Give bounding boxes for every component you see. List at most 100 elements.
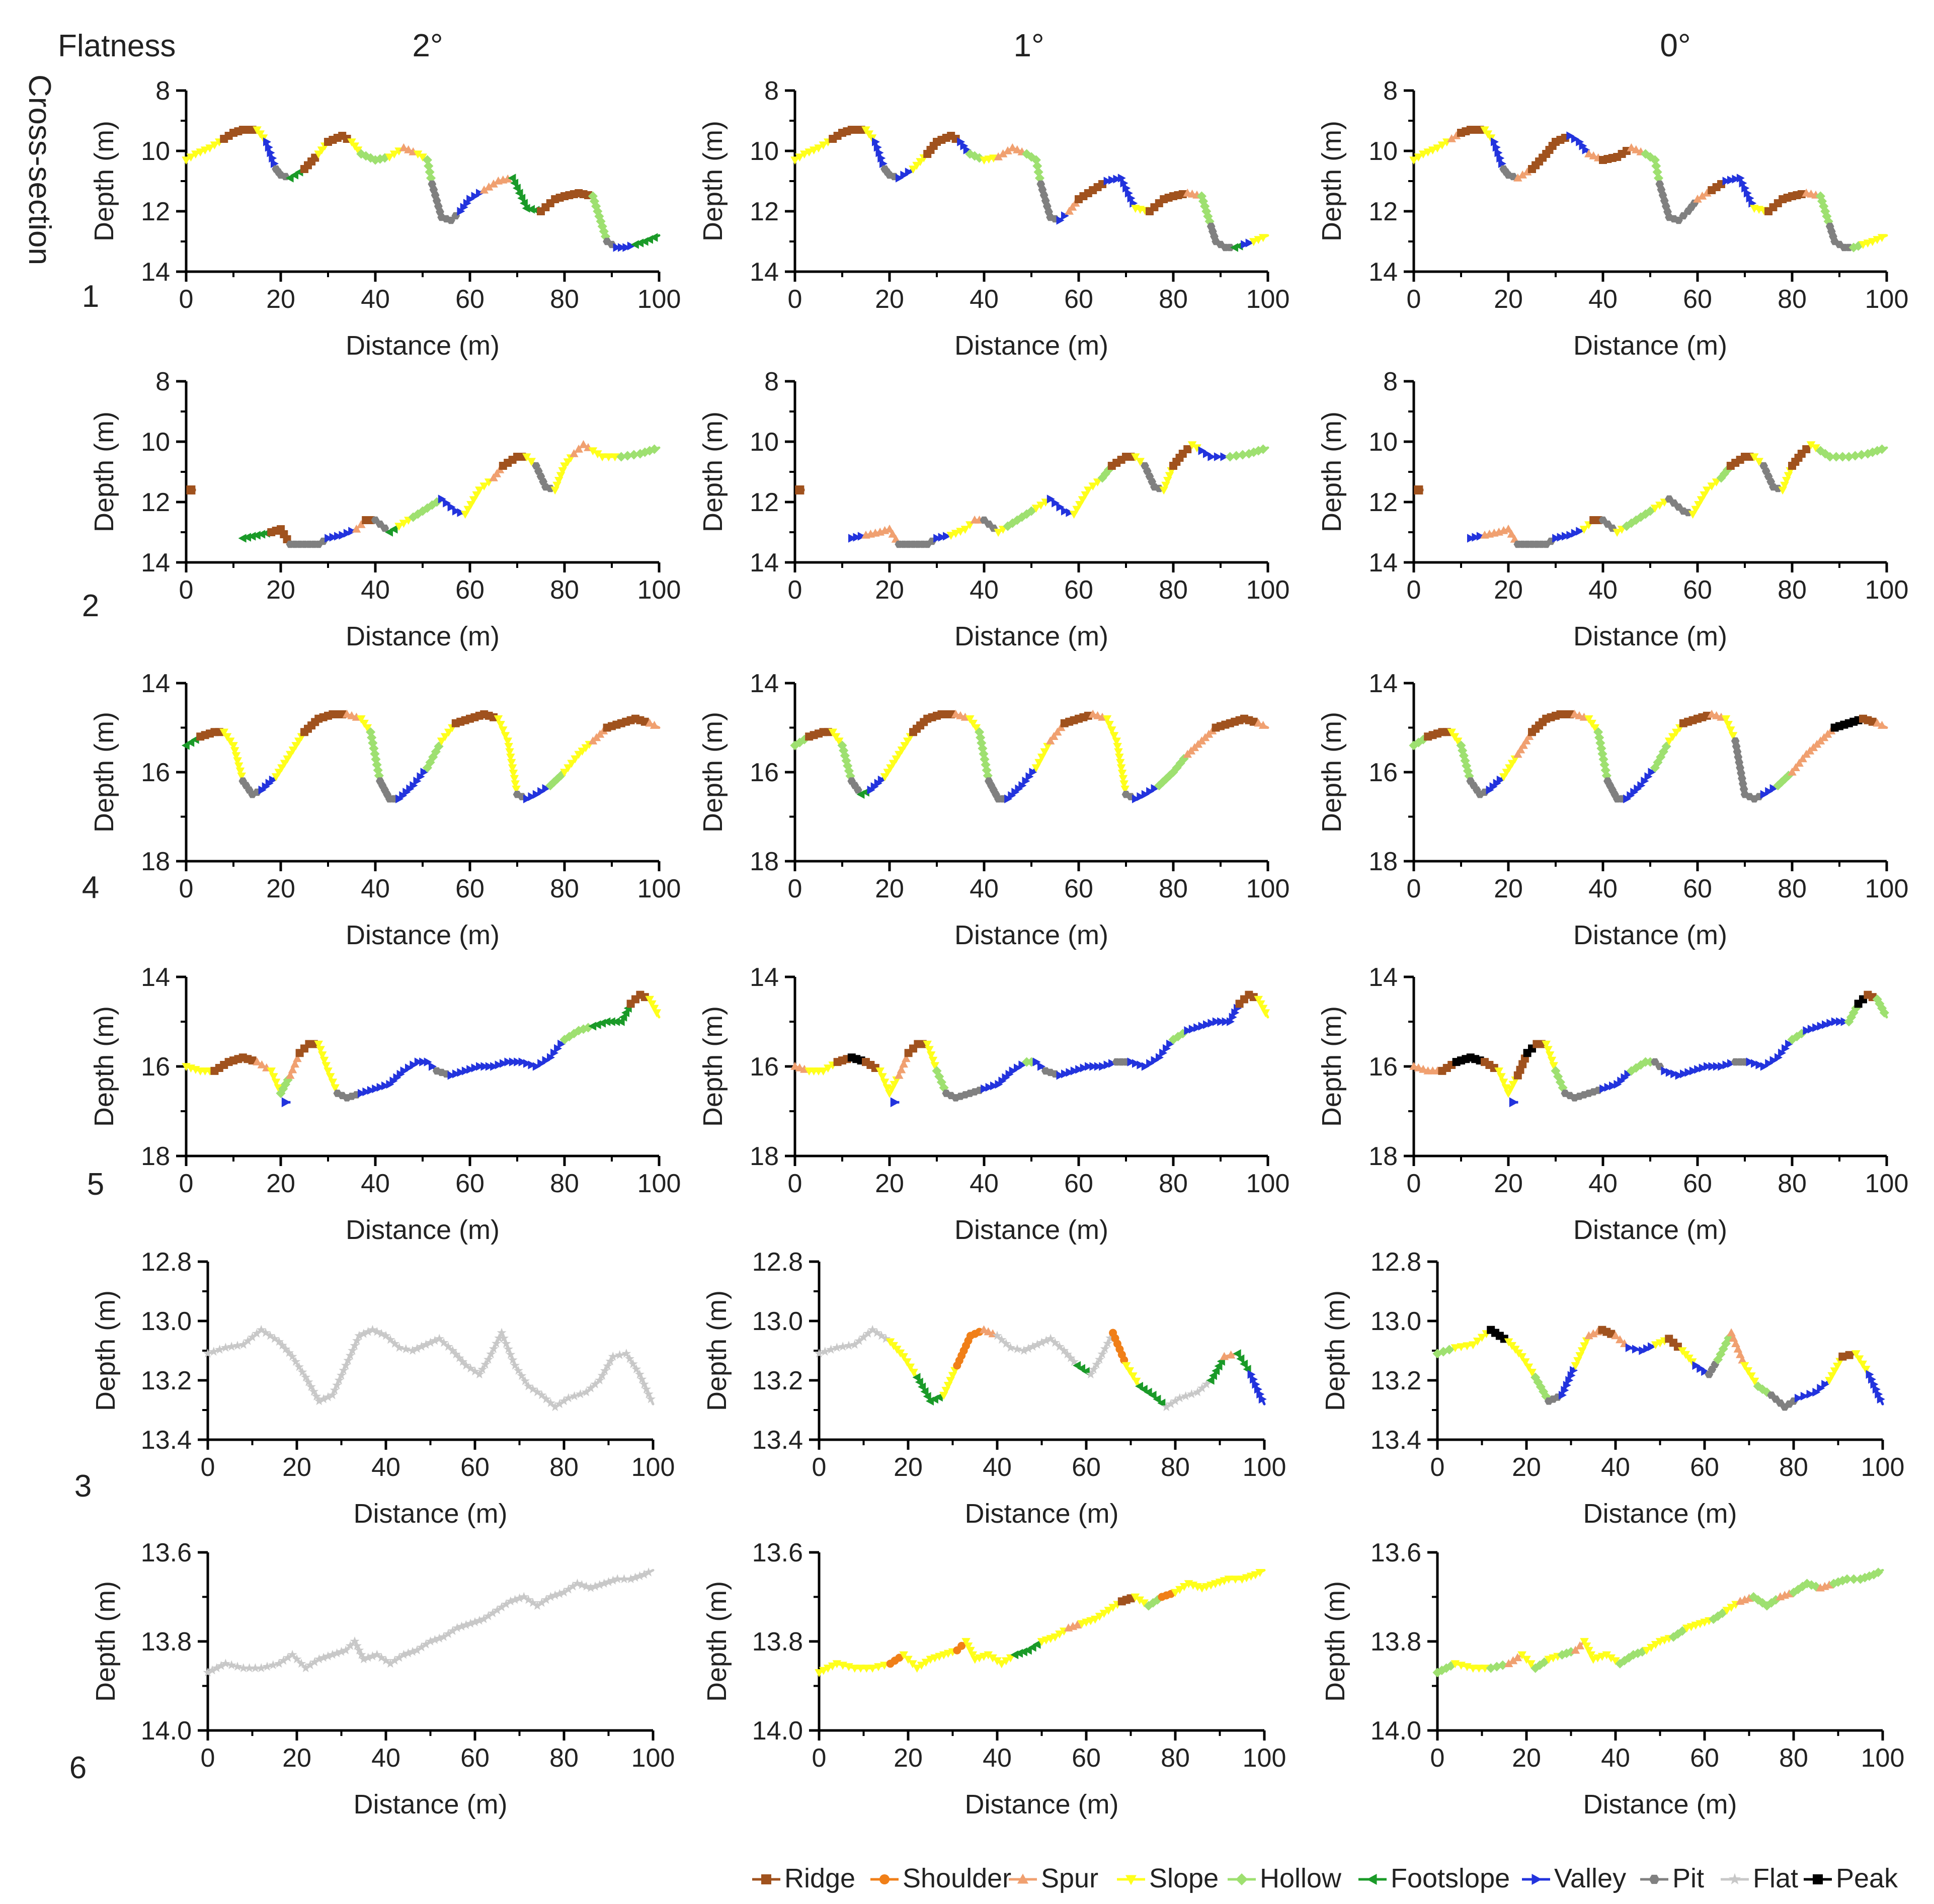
profile-point bbox=[814, 144, 823, 153]
x-tick-label: 60 bbox=[460, 1453, 490, 1482]
x-tick-label: 0 bbox=[1407, 1169, 1421, 1198]
profile-point bbox=[1703, 188, 1712, 197]
profile-point bbox=[854, 1336, 864, 1345]
x-tick-label: 100 bbox=[1246, 1169, 1290, 1198]
profile-point bbox=[1032, 161, 1042, 171]
legend-label: Spur bbox=[1041, 1863, 1098, 1893]
y-tick-label: 14 bbox=[1368, 963, 1398, 992]
profile-point bbox=[434, 1334, 444, 1343]
profile-series bbox=[203, 1567, 655, 1677]
y-tick-label: 18 bbox=[1368, 847, 1398, 876]
profile-point bbox=[1117, 770, 1127, 778]
profile-point bbox=[1712, 478, 1721, 487]
profile-point bbox=[1212, 1017, 1221, 1026]
profile-point bbox=[509, 1057, 517, 1066]
profile-segment-pit bbox=[1655, 180, 1672, 219]
profile-point bbox=[420, 768, 429, 777]
profile-point bbox=[859, 1332, 868, 1342]
profile-point bbox=[1708, 1062, 1717, 1071]
profile-point bbox=[598, 453, 607, 462]
profile-segment-slope bbox=[645, 996, 662, 1019]
profile-point bbox=[1207, 452, 1216, 461]
profile-point bbox=[826, 1345, 836, 1354]
profile-point bbox=[457, 207, 465, 216]
profile-point bbox=[1575, 1641, 1584, 1649]
x-tick-label: 40 bbox=[1588, 874, 1618, 903]
profile-point bbox=[1661, 1066, 1669, 1075]
x-tick-label: 100 bbox=[631, 1744, 675, 1773]
profile-segment-ridge bbox=[1117, 1594, 1137, 1606]
profile-segment-flat bbox=[484, 1332, 504, 1364]
y-tick-label: 12 bbox=[750, 488, 779, 517]
profile-point bbox=[1153, 1394, 1161, 1404]
profile-point bbox=[362, 1087, 371, 1097]
x-tick-label: 40 bbox=[361, 1169, 390, 1198]
profile-point bbox=[1660, 197, 1669, 205]
profile-point bbox=[233, 757, 242, 766]
profile-point bbox=[1467, 534, 1475, 543]
profile-point bbox=[1009, 1066, 1017, 1075]
profile-point bbox=[928, 1056, 938, 1065]
profile-segment-slope bbox=[1580, 1638, 1596, 1661]
profile-point bbox=[1463, 1342, 1472, 1351]
x-tick-label: 100 bbox=[1246, 285, 1290, 314]
y-tick-label: 18 bbox=[141, 847, 170, 876]
profile-point bbox=[490, 713, 498, 721]
legend-item-flat: Flat bbox=[1721, 1863, 1798, 1893]
profile-point bbox=[1116, 764, 1126, 773]
profile-point bbox=[542, 1056, 550, 1065]
profile-point bbox=[1059, 1346, 1069, 1355]
legend-swatch-marker bbox=[1017, 1873, 1028, 1884]
profile-series bbox=[1409, 126, 1888, 253]
profile-point bbox=[1115, 754, 1124, 762]
y-tick-label: 8 bbox=[1383, 76, 1398, 106]
profile-point bbox=[496, 721, 505, 729]
profile-segment-pit bbox=[376, 777, 391, 800]
y-axis-title: Depth (m) bbox=[89, 712, 119, 833]
profile-point bbox=[984, 1651, 993, 1660]
profile-segment-valley bbox=[1566, 527, 1585, 540]
profile-segment-spur bbox=[1197, 726, 1218, 744]
profile-point bbox=[604, 1577, 613, 1587]
legend-label: Hollow bbox=[1260, 1863, 1342, 1893]
profile-segment-valley bbox=[1486, 775, 1505, 795]
profile-point bbox=[1159, 1048, 1168, 1058]
profile-point bbox=[1800, 1391, 1809, 1401]
profile-point bbox=[514, 1057, 522, 1066]
profile-point bbox=[1197, 1383, 1207, 1392]
profile-segment-hollow bbox=[932, 1066, 949, 1095]
profile-point bbox=[1453, 737, 1463, 746]
profile-point bbox=[1632, 1345, 1640, 1354]
profile-point bbox=[1873, 718, 1882, 727]
profile-point bbox=[1703, 711, 1711, 720]
profile-point bbox=[1785, 1589, 1794, 1598]
legend-item-valley: Valley bbox=[1522, 1863, 1626, 1893]
profile-point bbox=[604, 453, 613, 462]
profile-point bbox=[1637, 781, 1646, 790]
isolated-point bbox=[281, 1097, 291, 1108]
x-tick-label: 60 bbox=[455, 1169, 485, 1198]
y-tick-label: 13.6 bbox=[1371, 1538, 1421, 1567]
profile-point bbox=[439, 1338, 449, 1347]
profile-point bbox=[376, 1329, 386, 1338]
profile-point bbox=[1496, 775, 1505, 785]
y-tick-label: 8 bbox=[155, 76, 170, 106]
y-tick-label: 16 bbox=[141, 1052, 170, 1082]
profile-point bbox=[203, 1348, 213, 1358]
x-tick-label: 0 bbox=[788, 1169, 802, 1198]
profile-point bbox=[376, 1652, 386, 1662]
profile-point bbox=[343, 529, 352, 538]
profile-point bbox=[503, 1344, 513, 1354]
y-tick-label: 12 bbox=[141, 197, 170, 226]
profile-segment-slope bbox=[314, 1040, 331, 1072]
profile-point bbox=[352, 1640, 362, 1650]
profile-point bbox=[1513, 173, 1522, 182]
y-tick-label: 16 bbox=[750, 758, 779, 787]
profile-point bbox=[293, 1054, 302, 1062]
profile-point bbox=[1469, 1665, 1478, 1673]
profile-point bbox=[1671, 728, 1681, 737]
profile-segment-slope bbox=[1740, 1362, 1759, 1388]
profile-segment-hollow bbox=[1557, 1647, 1577, 1660]
profile-point bbox=[1099, 1610, 1109, 1618]
x-tick-label: 40 bbox=[371, 1453, 400, 1482]
